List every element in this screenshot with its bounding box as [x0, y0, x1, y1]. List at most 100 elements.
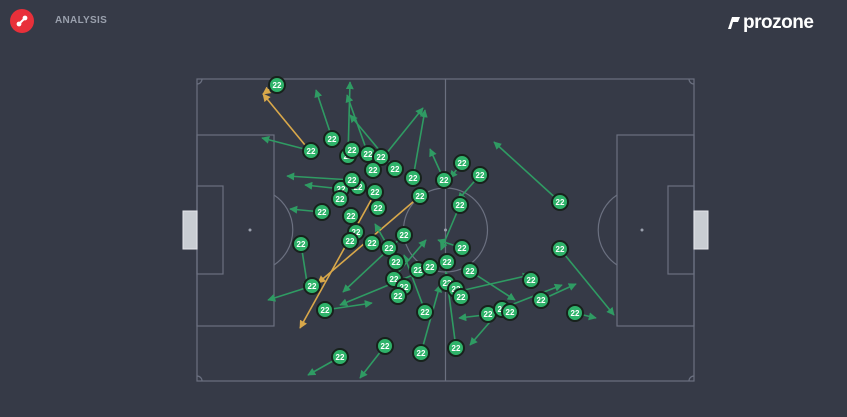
player-marker[interactable]: 22 [532, 291, 550, 309]
player-marker[interactable]: 22 [438, 253, 456, 271]
pass-arrow [402, 254, 426, 312]
player-marker-circle [452, 288, 470, 306]
player-number: 22 [347, 212, 356, 221]
player-marker[interactable]: 22 [551, 193, 569, 211]
player-marker-circle [341, 232, 359, 250]
player-number: 22 [308, 282, 317, 291]
player-marker-circle [451, 196, 469, 214]
player-number: 22 [352, 228, 361, 237]
player-number: 22 [506, 308, 515, 317]
player-marker-circle [331, 348, 349, 366]
player-marker[interactable]: 22 [363, 234, 381, 252]
player-marker[interactable]: 22 [411, 187, 429, 205]
player-marker[interactable]: 22 [380, 239, 398, 257]
player-marker-circle [389, 287, 407, 305]
player-number: 22 [374, 204, 383, 213]
player-marker[interactable]: 22 [471, 166, 489, 184]
player-marker[interactable]: 22 [302, 142, 320, 160]
player-marker-circle [323, 130, 341, 148]
player-number: 22 [414, 266, 423, 275]
right-penalty-spot [640, 228, 644, 232]
player-marker[interactable]: 22 [416, 303, 434, 321]
brand-logo: prozone [727, 12, 814, 34]
corner-arc-bl [196, 375, 203, 382]
player-number: 22 [476, 171, 485, 180]
player-marker[interactable]: 22 [386, 160, 404, 178]
brand-name: prozone [743, 12, 814, 33]
player-number: 22 [417, 349, 426, 358]
player-marker[interactable]: 22 [268, 76, 286, 94]
player-marker[interactable]: 22 [376, 337, 394, 355]
right-penalty-area [616, 134, 695, 327]
player-marker[interactable]: 22 [447, 339, 465, 357]
player-marker[interactable]: 22 [404, 169, 422, 187]
player-marker[interactable]: 22 [452, 288, 470, 306]
player-marker[interactable]: 22 [331, 348, 349, 366]
player-number: 22 [354, 183, 363, 192]
player-marker-circle [376, 337, 394, 355]
corner-arc-br [688, 375, 695, 382]
player-marker-circle [363, 234, 381, 252]
player-marker-circle [501, 303, 519, 321]
pass-arrow [286, 172, 353, 181]
player-marker[interactable]: 22 [421, 258, 439, 276]
player-marker[interactable]: 22 [323, 130, 341, 148]
pass-arrow [314, 89, 333, 139]
player-number: 22 [369, 166, 378, 175]
player-marker[interactable]: 22 [522, 271, 540, 289]
pass-arrow-highlight [299, 192, 376, 329]
player-marker[interactable]: 22 [341, 232, 359, 250]
player-marker[interactable]: 22 [316, 301, 334, 319]
app-logo[interactable] [10, 9, 34, 33]
player-marker[interactable]: 22 [566, 304, 584, 322]
pass-arrow [459, 272, 531, 292]
player-marker-circle [268, 76, 286, 94]
player-number: 22 [484, 310, 493, 319]
player-number: 22 [348, 146, 357, 155]
player-marker-circle [342, 207, 360, 225]
player-marker-circle [316, 301, 334, 319]
player-marker[interactable]: 22 [453, 239, 471, 257]
left-penalty-spot [248, 228, 252, 232]
player-number: 22 [273, 81, 282, 90]
player-marker[interactable]: 22 [303, 277, 321, 295]
player-marker[interactable]: 22 [364, 161, 382, 179]
player-marker[interactable]: 22 [342, 207, 360, 225]
player-marker[interactable]: 22 [343, 141, 361, 159]
player-number: 22 [400, 283, 409, 292]
player-marker[interactable]: 22 [451, 196, 469, 214]
player-marker[interactable]: 22 [412, 344, 430, 362]
player-marker[interactable]: 22 [387, 253, 405, 271]
player-number: 22 [440, 176, 449, 185]
player-marker[interactable]: 22 [501, 303, 519, 321]
player-marker[interactable]: 22 [292, 235, 310, 253]
player-marker-circle [522, 271, 540, 289]
player-marker[interactable]: 22 [369, 199, 387, 217]
player-number: 22 [409, 174, 418, 183]
player-marker[interactable]: 22 [551, 240, 569, 258]
player-number: 22 [390, 275, 399, 284]
player-marker[interactable]: 22 [389, 287, 407, 305]
player-marker[interactable]: 22 [461, 262, 479, 280]
player-number: 22 [318, 208, 327, 217]
player-marker-circle [372, 148, 390, 166]
player-marker[interactable]: 22 [313, 203, 331, 221]
player-marker[interactable]: 22 [372, 148, 390, 166]
player-number: 22 [571, 309, 580, 318]
player-marker[interactable]: 22 [435, 171, 453, 189]
player-number: 22 [457, 293, 466, 302]
player-marker-circle [435, 171, 453, 189]
right-goal [693, 210, 709, 250]
player-marker[interactable]: 22 [331, 190, 349, 208]
player-number: 22 [328, 135, 337, 144]
player-marker[interactable]: 22 [395, 226, 413, 244]
left-penalty-arc [273, 194, 294, 266]
player-marker[interactable]: 22 [453, 154, 471, 172]
player-number: 22 [394, 292, 403, 301]
corner-arc-tl [196, 78, 203, 85]
player-marker-circle [412, 344, 430, 362]
player-number: 22 [443, 258, 452, 267]
player-marker[interactable]: 22 [343, 171, 361, 189]
player-marker[interactable]: 22 [366, 183, 384, 201]
